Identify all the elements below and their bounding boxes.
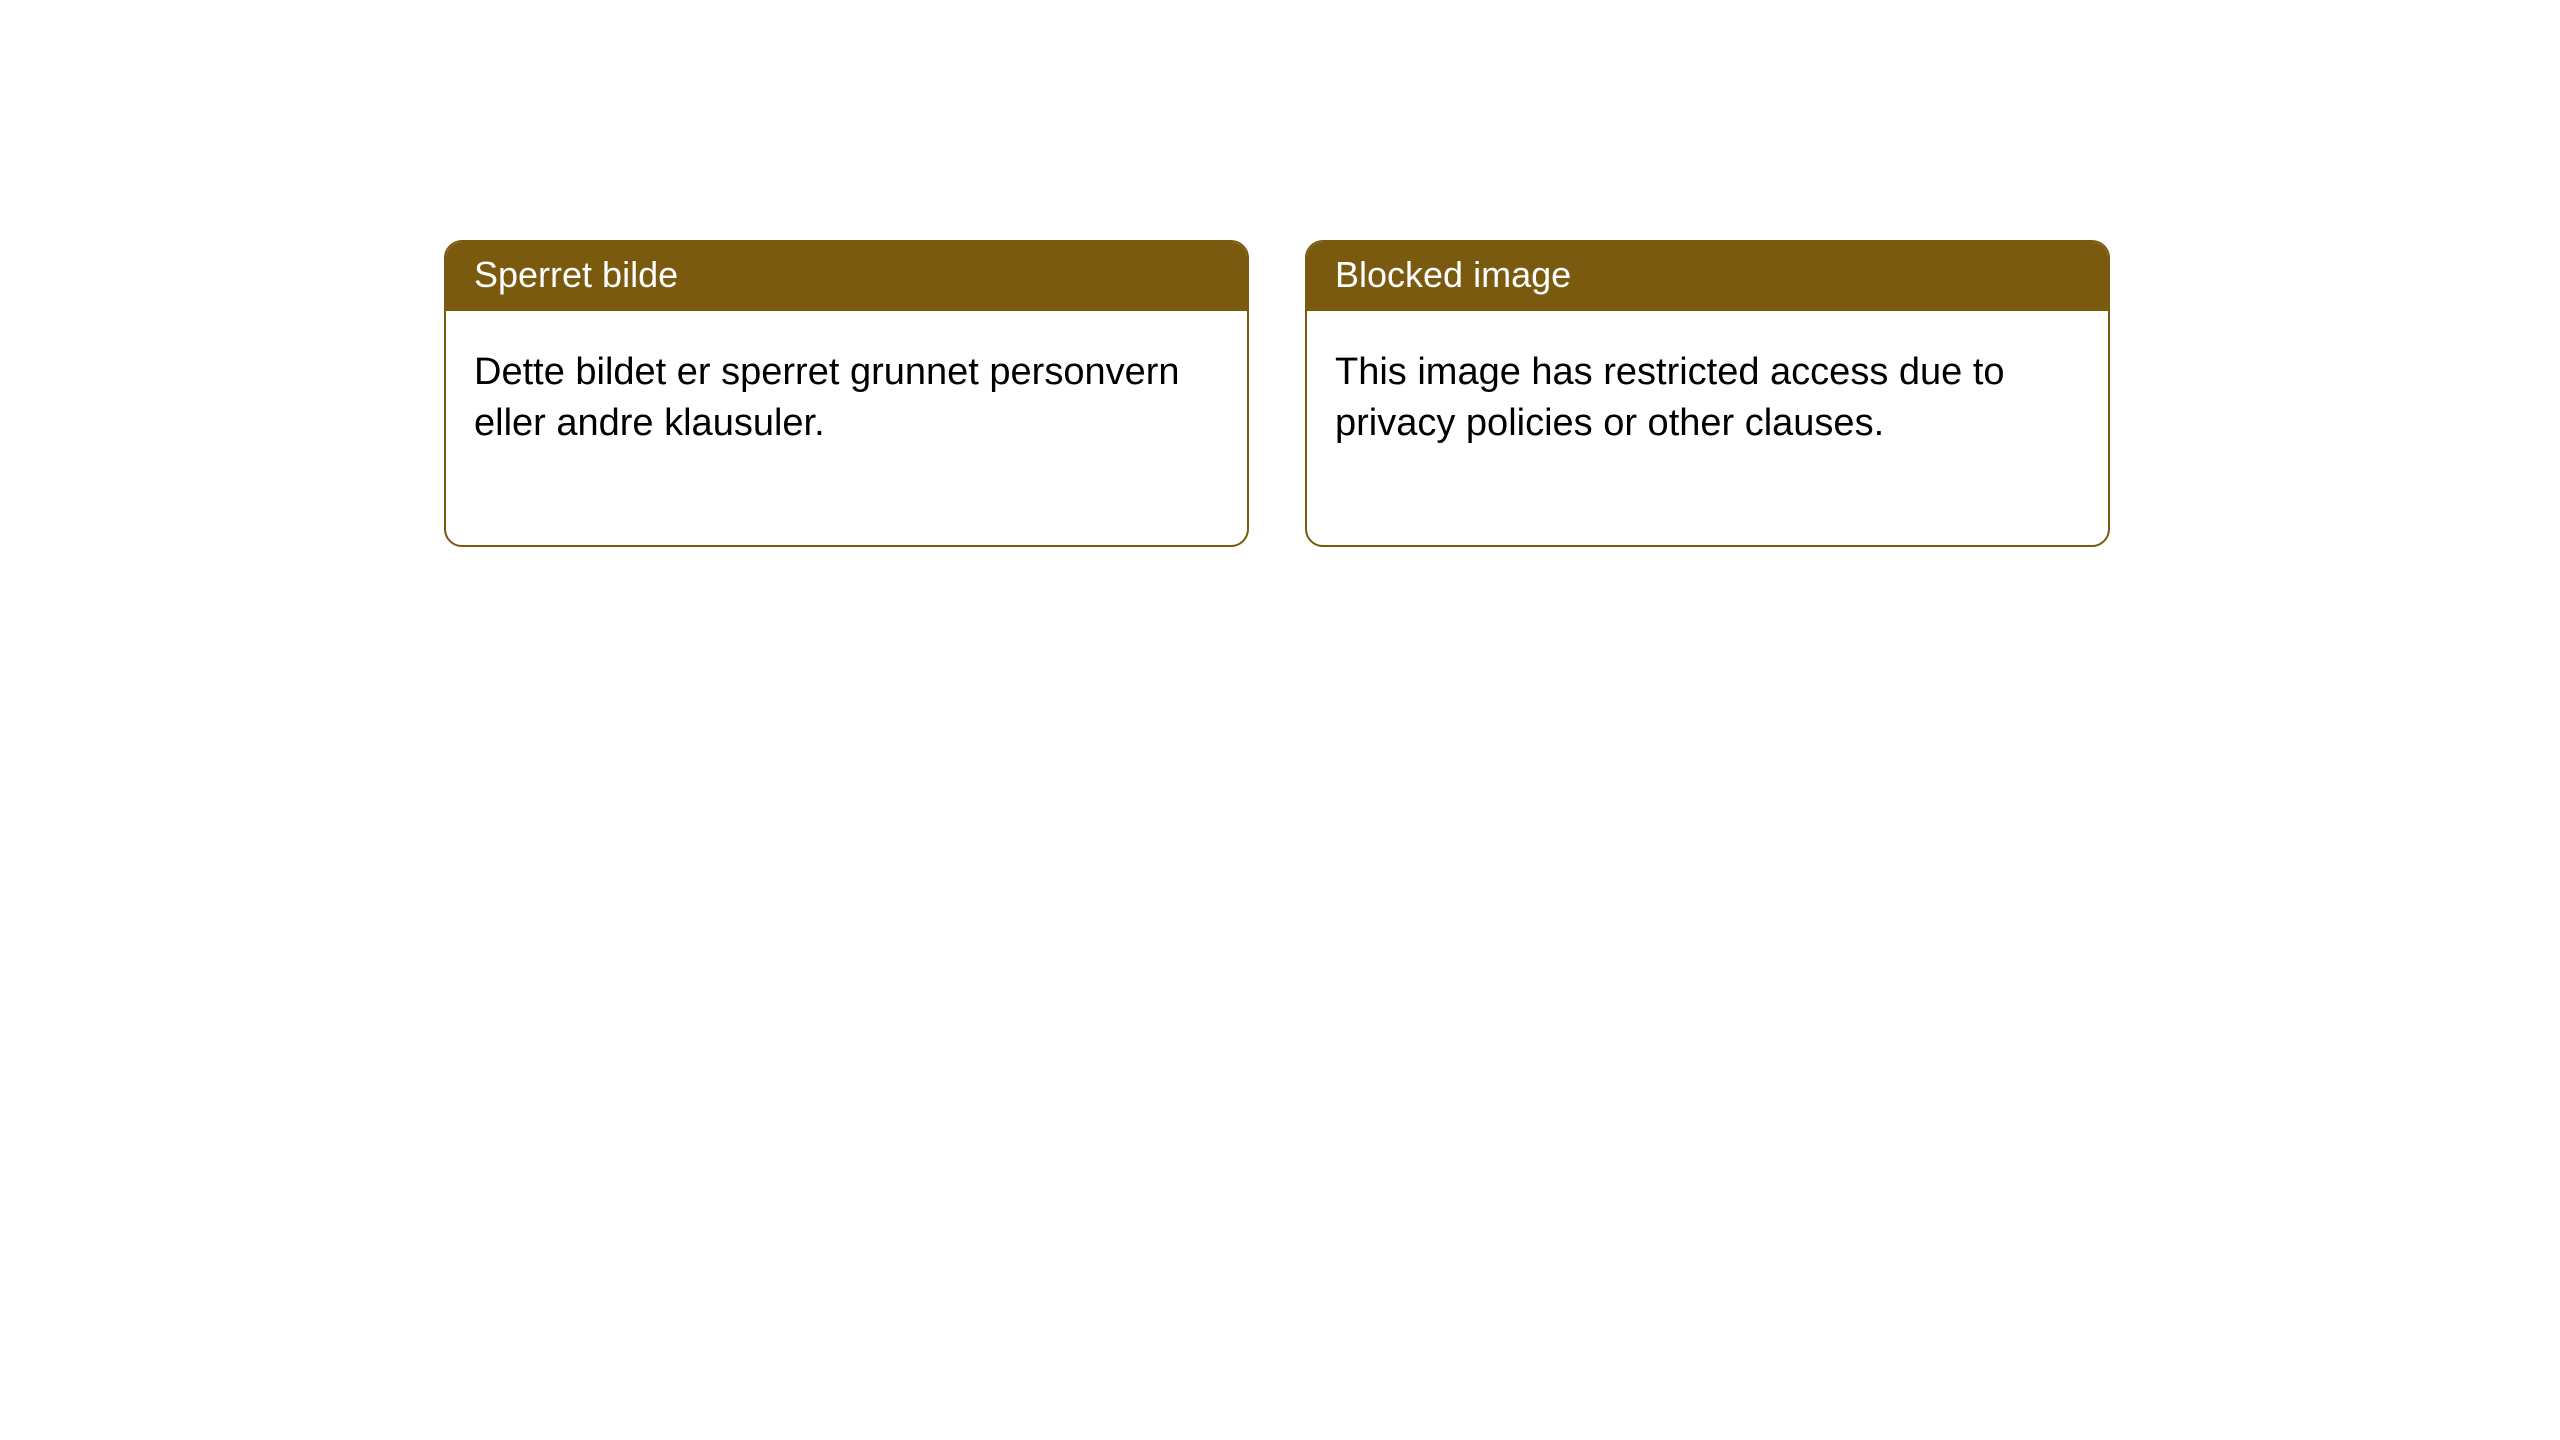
notice-box-norwegian: Sperret bilde Dette bildet er sperret gr… bbox=[444, 240, 1249, 547]
notice-body-english: This image has restricted access due to … bbox=[1307, 311, 2108, 546]
notice-box-english: Blocked image This image has restricted … bbox=[1305, 240, 2110, 547]
notice-container: Sperret bilde Dette bildet er sperret gr… bbox=[0, 0, 2560, 547]
notice-body-norwegian: Dette bildet er sperret grunnet personve… bbox=[446, 311, 1247, 546]
notice-title-norwegian: Sperret bilde bbox=[446, 242, 1247, 311]
notice-title-english: Blocked image bbox=[1307, 242, 2108, 311]
